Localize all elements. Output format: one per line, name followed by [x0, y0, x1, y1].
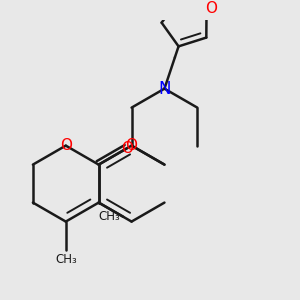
- Text: O: O: [126, 138, 138, 153]
- Text: CH₃: CH₃: [55, 254, 77, 266]
- Text: O: O: [60, 138, 72, 153]
- Text: CH₃: CH₃: [98, 210, 120, 223]
- Text: O: O: [206, 1, 218, 16]
- Text: N: N: [158, 80, 171, 98]
- Text: O: O: [121, 141, 133, 156]
